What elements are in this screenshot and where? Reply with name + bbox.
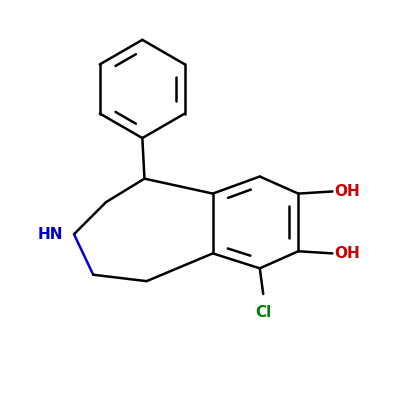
Text: OH: OH (334, 246, 360, 261)
Text: HN: HN (38, 227, 63, 242)
Text: OH: OH (334, 184, 360, 199)
Text: Cl: Cl (255, 305, 271, 320)
